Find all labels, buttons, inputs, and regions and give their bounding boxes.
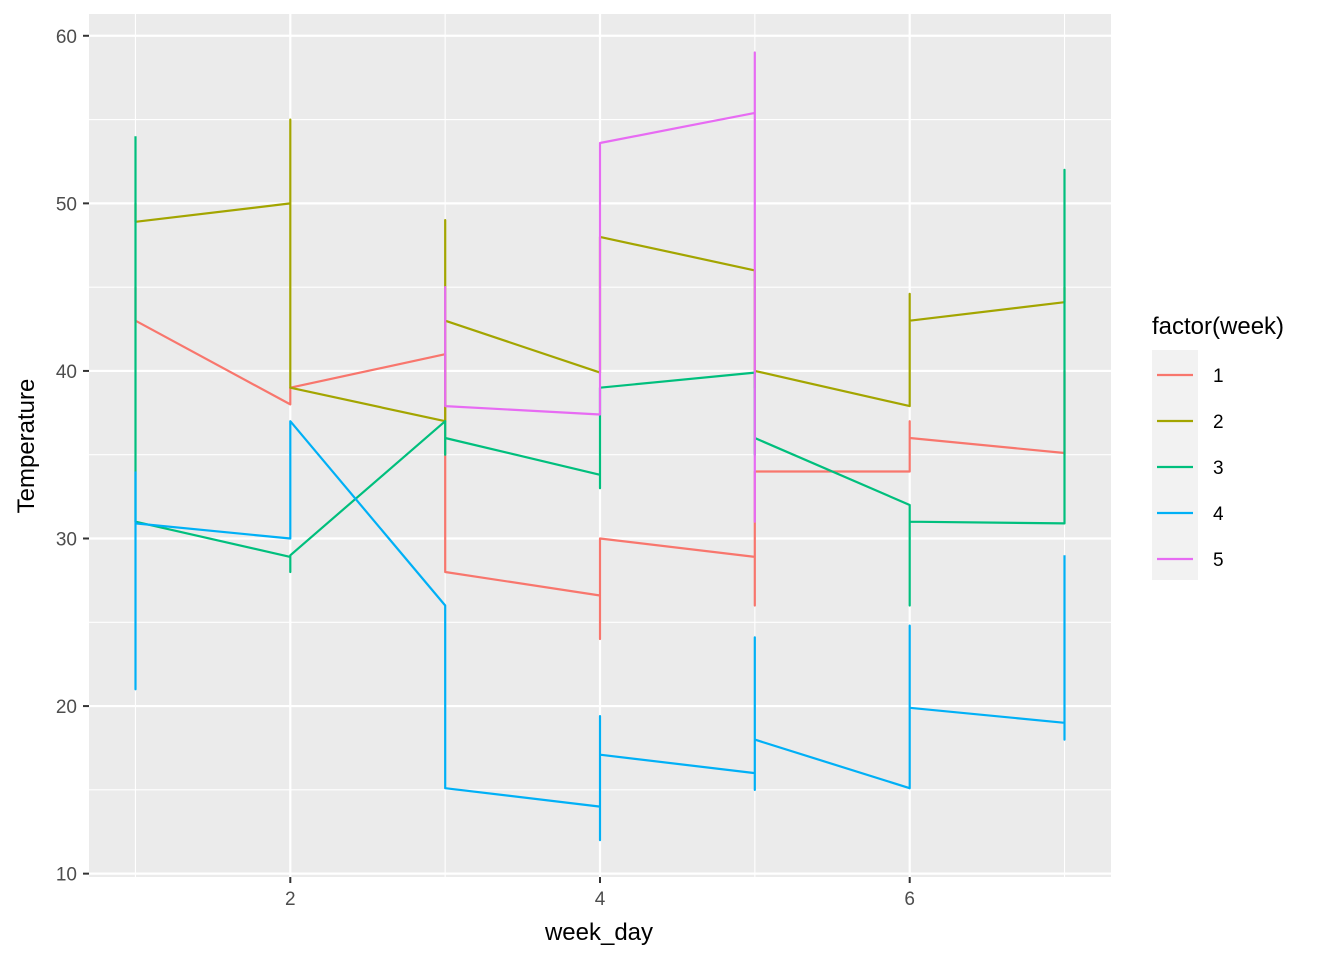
y-tick-label: 40 [56,362,77,383]
legend-key-background [1152,350,1198,580]
series-layer [134,51,1066,842]
legend-label-week-4: 4 [1213,504,1224,525]
series-line-week-3 [134,136,1066,607]
x-tick-label: 2 [285,889,296,910]
legend-title: factor(week) [1152,313,1284,340]
legend-label-week-5: 5 [1213,550,1224,571]
x-axis-title: week_day [544,919,653,946]
x-tick-label: 4 [595,889,606,910]
y-tick-label: 20 [56,697,77,718]
legend-label-week-2: 2 [1213,412,1224,433]
y-axis-title: Temperature [13,379,40,514]
series-line-week-5 [444,51,756,523]
series-line-week-1 [134,286,1066,641]
series-line-week-4 [134,420,1066,842]
x-tick-label: 6 [904,889,915,910]
legend-label-week-1: 1 [1213,366,1224,387]
x-axis: 2 4 6 [285,877,915,910]
y-tick-label: 30 [56,530,77,551]
legend-items: 1 2 3 4 5 [1157,366,1224,571]
legend: factor(week) 1 2 3 4 5 [1152,313,1284,580]
legend-label-week-3: 3 [1213,458,1224,479]
y-axis: 10 20 30 40 50 60 [56,27,89,886]
y-tick-label: 60 [56,27,77,48]
y-tick-label: 50 [56,194,77,215]
y-tick-label: 10 [56,865,77,886]
